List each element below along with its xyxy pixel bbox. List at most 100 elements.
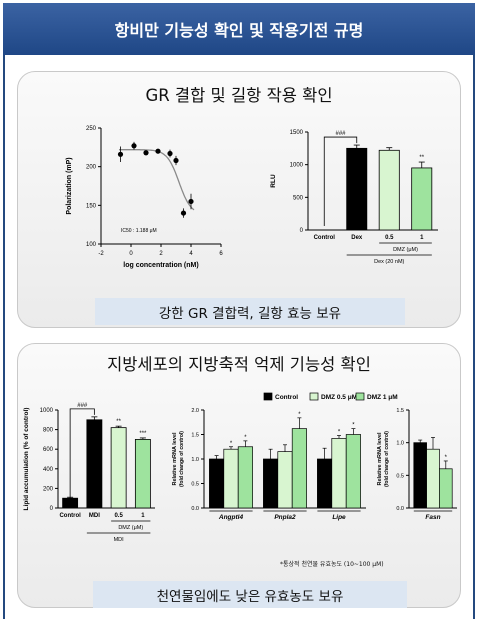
legend-label: DMZ 0.5 μM [321, 394, 357, 401]
x-axis-label: log concentration (nM) [123, 262, 198, 269]
panel1-caption: 강한 GR 결합력, 길항 효능 보유 [95, 298, 405, 325]
y-axis-label: (fold change of control) [384, 431, 390, 487]
ic50-annotation: IC50 : 1.188 μM [121, 228, 157, 234]
y-tick-label: 100 [86, 242, 97, 248]
bar [263, 458, 279, 509]
data-point [173, 157, 179, 164]
category-label: 1 [141, 513, 145, 519]
category-label: MDI [89, 513, 100, 519]
x-tick-label: 4 [189, 251, 193, 257]
group-label: DMZ (μM) [393, 247, 418, 253]
y-tick-label: 0.5 [191, 482, 199, 488]
x-tick-label: 6 [219, 251, 223, 257]
category-label: Lipe [332, 514, 346, 521]
significance-mark: * [352, 423, 355, 429]
y-tick-label: 500 [293, 195, 304, 201]
significance-mark: * [230, 441, 233, 447]
y-tick-label: 400 [43, 467, 54, 473]
category-label: Pnpla2 [274, 514, 296, 521]
legend-label: DMZ 1 μM [367, 394, 398, 401]
y-axis-label: Lipid accumulation (% of control) [23, 408, 30, 511]
gr-binding-panel: GR 결합 및 길항 작용 확인 -2 0 2 4 6 100 150 200 250 log c… [17, 71, 461, 328]
fit-curve [119, 149, 195, 211]
group-label: MDI [114, 537, 125, 543]
x-tick-label: 0 [129, 251, 133, 257]
bar [331, 438, 347, 509]
y-tick-label: 250 [86, 126, 97, 132]
bar [291, 428, 307, 509]
legend-swatch [309, 392, 319, 401]
x-tick-label: -2 [98, 251, 104, 257]
category-label: Angptl4 [218, 514, 244, 521]
y-tick-label: 1.0 [396, 441, 404, 447]
significance-mark: ** [116, 419, 121, 425]
y-tick-label: 1.5 [396, 408, 404, 414]
frame-border-left [3, 55, 5, 619]
bar [86, 419, 103, 509]
lipid-accumulation-chart: 0 200 400 600 800 1000 Lipid accumulation (% o… [23, 403, 155, 543]
rlu-bar-chart: 0 500 1000 1500 RLU Control Dex 0.5 1 ** ### DMZ (μ… [270, 130, 438, 265]
slide-title: 항비만 기능성 확인 및 작용기전 규명 [114, 21, 364, 40]
significance-bracket [323, 136, 358, 226]
y-tick-label: 0 [50, 506, 54, 512]
group-label: Dex (20 nM) [374, 259, 404, 265]
panel2-caption-text: 천연물임에도 낮은 유효농도 보유 [156, 588, 344, 605]
significance-mark: ### [335, 131, 346, 137]
adipocyte-panel: 지방세포의 지방축적 억제 기능성 확인 0 200 400 600 800 1000 Li… [17, 343, 461, 608]
y-axis-label: Relative mRNA level [172, 432, 178, 485]
category-label: Control [59, 513, 81, 519]
y-axis-label: Relative mRNA level [377, 432, 383, 485]
frame-border-right [473, 55, 475, 619]
panel2-caption: 천연물임에도 낮은 유효농도 보유 [93, 581, 407, 608]
significance-mark: * [298, 412, 301, 418]
group-label: DMZ (μM) [118, 525, 143, 531]
significance-mark: * [244, 435, 247, 441]
legend-swatch [355, 392, 365, 401]
legend-label: Control [275, 394, 298, 401]
bar [411, 167, 433, 231]
data-point [117, 151, 124, 157]
data-point [188, 198, 194, 205]
bar [378, 149, 400, 231]
significance-mark: *** [139, 431, 147, 437]
category-label: 0.5 [114, 513, 123, 519]
category-label: Fasn [425, 514, 440, 521]
y-tick-label: 1500 [290, 130, 304, 136]
bar [413, 442, 427, 509]
category-label: Dex [351, 235, 363, 241]
bar [345, 434, 361, 509]
panel1-title: GR 결합 및 길항 작용 확인 [145, 86, 333, 105]
polarization-chart: -2 0 2 4 6 100 150 200 250 log concentration (nM)… [66, 126, 223, 269]
bar [317, 458, 333, 509]
legend-swatch [263, 392, 273, 401]
y-tick-label: 200 [86, 165, 97, 171]
y-tick-label: 200 [43, 486, 54, 492]
significance-mark: * [338, 429, 341, 435]
y-axis-label: (fold change of control) [179, 431, 185, 487]
y-tick-label: 0.5 [396, 473, 404, 479]
panel1-caption-text: 강한 GR 결합력, 길항 효능 보유 [158, 305, 342, 322]
y-tick-label: 150 [86, 203, 97, 209]
data-point [131, 143, 137, 149]
slide-header: 항비만 기능성 확인 및 작용기전 규명 [3, 3, 475, 55]
data-point [180, 210, 187, 216]
category-label: 0.5 [385, 235, 394, 241]
fasn-mrna-chart: 0.0 0.5 1.0 1.5 Relative mRNA level (fold cha… [377, 408, 457, 521]
y-tick-label: 0.0 [191, 506, 199, 512]
y-tick-label: 800 [43, 428, 54, 434]
bar [237, 446, 253, 509]
x-tick-label: 2 [159, 251, 163, 257]
data-point [167, 150, 173, 157]
y-tick-label: 600 [43, 447, 54, 453]
significance-mark: ### [77, 403, 88, 409]
y-tick-label: 1000 [290, 163, 304, 169]
y-tick-label: 1.5 [191, 433, 199, 439]
category-label: Control [314, 235, 336, 241]
data-point [155, 148, 161, 154]
y-tick-label: 0.0 [396, 506, 404, 512]
y-axis-label: RLU [270, 174, 277, 188]
significance-mark: * [445, 455, 448, 461]
bar [134, 439, 151, 509]
category-label: 1 [420, 235, 424, 241]
